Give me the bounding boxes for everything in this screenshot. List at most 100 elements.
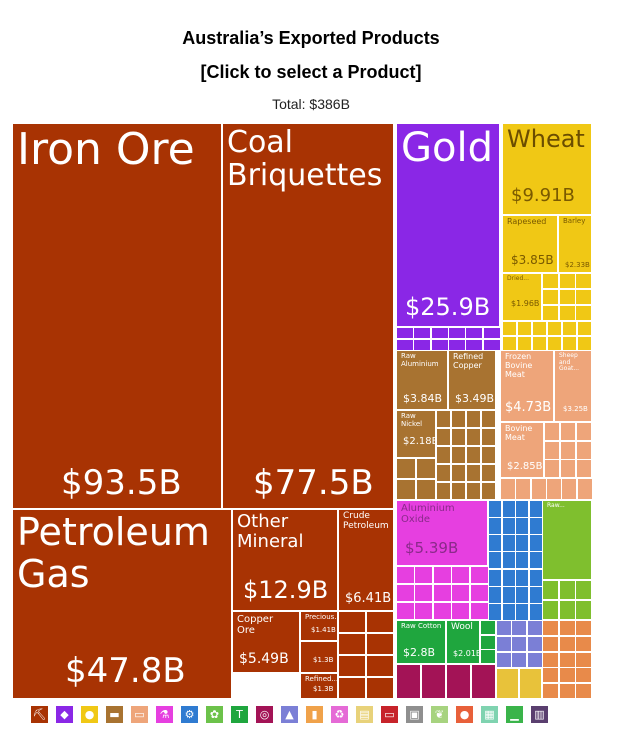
metals-small-tile[interactable] xyxy=(436,464,451,482)
animal-small-tile[interactable] xyxy=(560,459,576,479)
mineral-small-tile[interactable] xyxy=(338,611,366,633)
recycle-icon[interactable]: ♻ xyxy=(330,705,349,724)
misc-small-tile[interactable] xyxy=(558,667,576,684)
vegetable-small-tile[interactable] xyxy=(558,273,576,289)
treemap-cell-raw-nickel[interactable]: Raw Nickel $2.18B xyxy=(396,410,436,458)
precious-small-tile[interactable] xyxy=(396,338,414,351)
mineral-small-tile[interactable] xyxy=(366,677,394,699)
metals-small-tile[interactable] xyxy=(416,458,436,479)
metals-small-tile[interactable] xyxy=(451,428,466,446)
metals-small-tile[interactable] xyxy=(436,410,451,428)
machinery-small-tile[interactable] xyxy=(488,517,502,536)
chemical-small-tile[interactable] xyxy=(432,566,452,584)
metals-small-tile[interactable] xyxy=(436,428,451,446)
foodstuffs-small-tile[interactable] xyxy=(542,600,559,620)
metals-small-tile[interactable] xyxy=(451,410,466,428)
instrument-icon[interactable]: ▭ xyxy=(380,705,399,724)
treemap-cell-wool[interactable]: Wool $2.01B xyxy=(446,620,480,664)
vegetable-small-tile[interactable] xyxy=(577,335,592,351)
treemap-cell-refined[interactable]: Refined... $1.3B xyxy=(300,673,338,699)
treemap-cell-barley[interactable]: Barley $2.33B xyxy=(558,215,592,273)
animal-small-tile[interactable] xyxy=(576,422,592,441)
chemical-small-tile[interactable] xyxy=(451,566,471,584)
metals-small-tile[interactable] xyxy=(451,446,466,464)
treemap-cell-iron-ore[interactable]: Iron Ore $93.5B xyxy=(12,123,222,509)
metals-small-tile[interactable] xyxy=(481,482,496,500)
machinery-small-tile[interactable] xyxy=(515,585,529,604)
machinery-small-tile[interactable] xyxy=(528,551,543,570)
treemap-cell-sheep-and-goat[interactable]: Sheep and Goat... $3.25B xyxy=(554,350,592,422)
misc-small-tile[interactable] xyxy=(558,620,576,636)
mineral-small-tile[interactable] xyxy=(338,633,366,655)
treemap-cell-gold[interactable]: Gold $25.9B xyxy=(396,123,500,327)
vegetable-small-tile[interactable] xyxy=(562,335,577,351)
vegetable-small-tile[interactable] xyxy=(542,273,559,289)
machinery-small-tile[interactable] xyxy=(528,568,543,587)
tire-icon[interactable]: ◎ xyxy=(255,705,274,724)
gem-icon[interactable]: ◆ xyxy=(55,705,74,724)
shirt-icon[interactable]: T xyxy=(230,705,249,724)
bottle-icon[interactable]: ▮ xyxy=(305,705,324,724)
chemical-small-tile[interactable] xyxy=(469,602,489,620)
animal-small-tile[interactable] xyxy=(500,478,516,500)
machinery-small-tile[interactable] xyxy=(528,534,543,553)
metals-small-tile[interactable] xyxy=(481,464,496,482)
animal-small-tile[interactable] xyxy=(544,440,560,460)
footwear-icon[interactable]: ● xyxy=(455,705,474,724)
machinery-small-tile[interactable] xyxy=(488,585,502,604)
transport-small-tile[interactable] xyxy=(496,652,512,668)
precious-small-tile[interactable] xyxy=(465,338,484,351)
treemap-cell-other-mineral[interactable]: Other Mineral $12.9B xyxy=(232,509,338,611)
transport-small-tile[interactable] xyxy=(511,652,528,668)
vegetable-small-tile[interactable] xyxy=(575,305,593,321)
transport-small-tile[interactable] xyxy=(511,620,528,636)
chemical-small-tile[interactable] xyxy=(469,584,489,602)
chemical-small-tile[interactable] xyxy=(396,602,415,620)
precious-small-tile[interactable] xyxy=(448,327,466,339)
misc-small-tile[interactable] xyxy=(575,651,593,668)
treemap-cell-aluminium-oxide[interactable]: Aluminium Oxide $5.39B xyxy=(396,500,488,566)
vegetable-small-tile[interactable] xyxy=(575,289,593,305)
misc-small-tile[interactable] xyxy=(558,635,576,652)
precious-small-tile[interactable] xyxy=(482,327,501,339)
anvil-icon[interactable]: ▬ xyxy=(105,705,124,724)
treemap-cell-item-7[interactable]: $1.3B xyxy=(300,641,338,673)
hide-icon[interactable]: ❦ xyxy=(430,705,449,724)
misc-small-tile[interactable] xyxy=(575,620,593,636)
vegetable-small-tile[interactable] xyxy=(502,321,517,336)
animal-small-tile[interactable] xyxy=(546,478,562,500)
misc-small-tile[interactable] xyxy=(542,635,559,652)
treemap-cell-raw-aluminium[interactable]: Raw Aluminium $3.84B xyxy=(396,350,448,410)
transport-small-tile[interactable] xyxy=(526,652,543,668)
plastics-small-tile[interactable] xyxy=(446,664,471,699)
precious-small-tile[interactable] xyxy=(482,338,501,351)
vegetable-small-tile[interactable] xyxy=(542,305,559,321)
metals-small-tile[interactable] xyxy=(436,482,451,500)
machinery-small-tile[interactable] xyxy=(515,500,529,518)
foodstuffs-small-tile[interactable] xyxy=(542,580,559,600)
animal-small-tile[interactable] xyxy=(576,459,592,479)
metals-small-tile[interactable] xyxy=(416,479,436,500)
vegetable-small-tile[interactable] xyxy=(558,289,576,305)
chemical-small-tile[interactable] xyxy=(414,566,434,584)
treemap-cell-frozen-bovine-meat[interactable]: Frozen Bovine Meat $4.73B xyxy=(500,350,554,422)
metals-small-tile[interactable] xyxy=(466,464,481,482)
precious-small-tile[interactable] xyxy=(448,338,466,351)
machinery-small-tile[interactable] xyxy=(528,602,543,621)
plant-icon[interactable]: ✿ xyxy=(205,705,224,724)
machinery-small-tile[interactable] xyxy=(501,585,516,604)
treemap-cell-precious[interactable]: Precious... $1.41B xyxy=(300,611,338,641)
plastics-small-tile[interactable] xyxy=(421,664,446,699)
precious-small-tile[interactable] xyxy=(396,327,414,339)
metals-small-tile[interactable] xyxy=(466,428,481,446)
metals-small-tile[interactable] xyxy=(466,446,481,464)
treemap-cell-copper-ore[interactable]: Copper Ore $5.49B xyxy=(232,611,300,673)
machinery-small-tile[interactable] xyxy=(501,568,516,587)
machinery-small-tile[interactable] xyxy=(488,551,502,570)
gear-icon[interactable]: ⚙ xyxy=(180,705,199,724)
shoe-icon[interactable]: ▁ xyxy=(505,705,524,724)
precious-small-tile[interactable] xyxy=(430,327,449,339)
precious-small-tile[interactable] xyxy=(413,327,432,339)
treemap-cell-wheat[interactable]: Wheat $9.91B xyxy=(502,123,592,215)
